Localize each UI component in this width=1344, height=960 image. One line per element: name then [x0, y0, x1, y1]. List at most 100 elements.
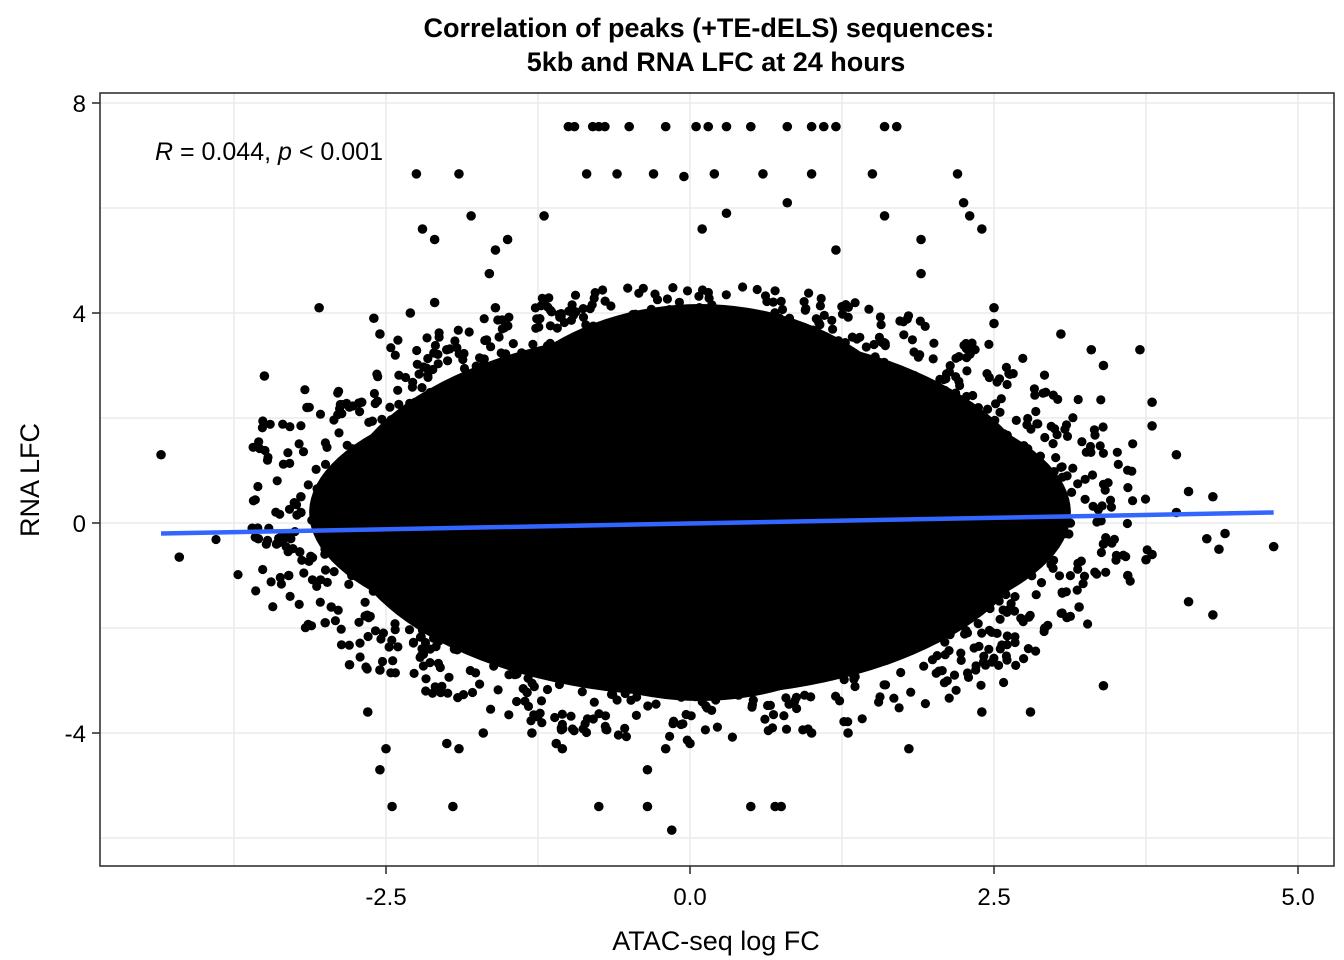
cloud-edge-point: [535, 708, 545, 718]
data-point: [557, 743, 568, 754]
cloud-edge-point: [714, 685, 725, 695]
cloud-edge-point: [912, 625, 923, 635]
cloud-edge-point: [940, 385, 950, 396]
data-point: [405, 308, 416, 318]
cloud-edge-point: [479, 314, 489, 324]
data-point: [1268, 541, 1279, 552]
cloud-edge-point: [977, 628, 987, 638]
data-point: [283, 570, 294, 581]
cloud-edge-point: [1073, 479, 1083, 489]
cloud-edge-point: [263, 535, 273, 546]
cloud-edge-point: [537, 293, 547, 303]
cloud-edge-point: [770, 286, 780, 296]
cloud-edge-point: [654, 681, 665, 691]
cloud-edge-point: [312, 581, 322, 592]
cloud-edge-point: [425, 387, 435, 398]
cloud-edge-point: [1002, 655, 1012, 665]
cloud-edge-point: [384, 578, 394, 588]
x-tick-label: 0.0: [673, 884, 706, 911]
data-point: [989, 318, 999, 329]
cloud-edge-point: [475, 679, 485, 689]
cloud-edge-point: [995, 614, 1005, 624]
cloud-edge-point: [373, 372, 383, 382]
cloud-edge-point: [1123, 483, 1133, 493]
cloud-edge-point: [750, 339, 760, 349]
cloud-edge-point: [1061, 420, 1072, 430]
cloud-edge-point: [320, 459, 331, 469]
cloud-edge-point: [581, 320, 591, 330]
data-point: [1208, 610, 1218, 620]
cloud-edge-point: [674, 297, 685, 307]
cloud-edge-point: [542, 341, 553, 351]
cloud-edge-point: [1036, 578, 1047, 588]
data-point: [806, 169, 817, 179]
data-point: [806, 728, 817, 738]
cloud-edge-point: [606, 301, 616, 311]
cloud-edge-point: [355, 652, 365, 662]
cloud-edge-point: [784, 313, 795, 323]
cloud-edge-point: [992, 583, 1002, 593]
cloud-edge-point: [662, 677, 673, 687]
cloud-edge-point: [967, 338, 977, 348]
cloud-edge-point: [462, 632, 472, 642]
cloud-edge-point: [1072, 585, 1082, 595]
cloud-edge-point: [701, 335, 711, 346]
cloud-edge-point: [291, 500, 302, 510]
cloud-edge-point: [727, 732, 738, 742]
cloud-edge-point: [1045, 483, 1055, 493]
cloud-edge-point: [308, 553, 318, 563]
cloud-edge-point: [1128, 496, 1138, 506]
cloud-edge-point: [471, 361, 481, 371]
cloud-edge-point: [379, 452, 390, 462]
cloud-edge-point: [630, 309, 641, 319]
cloud-edge-point: [1098, 448, 1108, 458]
cloud-edge-point: [984, 644, 994, 654]
cloud-edge-point: [276, 579, 286, 589]
cloud-edge-point: [1027, 571, 1037, 581]
cloud-edge-point: [489, 650, 499, 660]
data-point: [721, 121, 732, 132]
cloud-edge-point: [1140, 494, 1151, 504]
cloud-edge-point: [556, 725, 567, 735]
r-value: = 0.044,: [173, 138, 278, 166]
data-point: [806, 121, 817, 132]
data-point: [405, 413, 416, 423]
data-point: [1214, 544, 1224, 555]
cloud-edge-point: [568, 338, 578, 348]
cloud-edge-point: [850, 298, 860, 308]
cloud-edge-point: [1128, 439, 1138, 449]
cloud-edge-point: [258, 416, 268, 426]
cloud-edge-point: [294, 439, 304, 449]
cloud-edge-point: [1031, 646, 1041, 656]
cloud-edge-point: [511, 696, 522, 707]
cloud-edge-point: [1031, 590, 1041, 600]
cloud-edge-point: [951, 685, 961, 695]
cloud-edge-point: [393, 385, 403, 395]
data-point: [369, 313, 379, 324]
cloud-edge-point: [425, 658, 435, 668]
cloud-edge-point: [951, 388, 961, 398]
cloud-edge-point: [552, 323, 562, 333]
cloud-edge-point: [494, 332, 504, 342]
cloud-edge-point: [621, 732, 632, 742]
cloud-edge-point: [1039, 370, 1050, 380]
data-point: [454, 169, 464, 179]
cloud-edge-point: [423, 372, 433, 382]
cloud-edge-point: [333, 410, 343, 420]
cloud-edge-point: [417, 616, 427, 626]
data-point: [156, 449, 166, 460]
cloud-edge-point: [1039, 624, 1049, 634]
y-tick-label: 8: [73, 91, 86, 118]
cloud-edge-point: [1010, 637, 1020, 648]
cloud-edge-point: [956, 597, 966, 607]
data-point: [174, 552, 185, 562]
cloud-edge-point: [1001, 362, 1012, 372]
cloud-edge-point: [430, 340, 440, 351]
data-point: [314, 302, 324, 313]
cloud-edge-point: [312, 484, 322, 494]
cloud-edge-point: [349, 487, 359, 497]
cloud-edge-point: [550, 712, 560, 723]
data-point: [642, 801, 653, 812]
cloud-edge-point: [393, 642, 403, 652]
cloud-edge-point: [589, 293, 599, 303]
